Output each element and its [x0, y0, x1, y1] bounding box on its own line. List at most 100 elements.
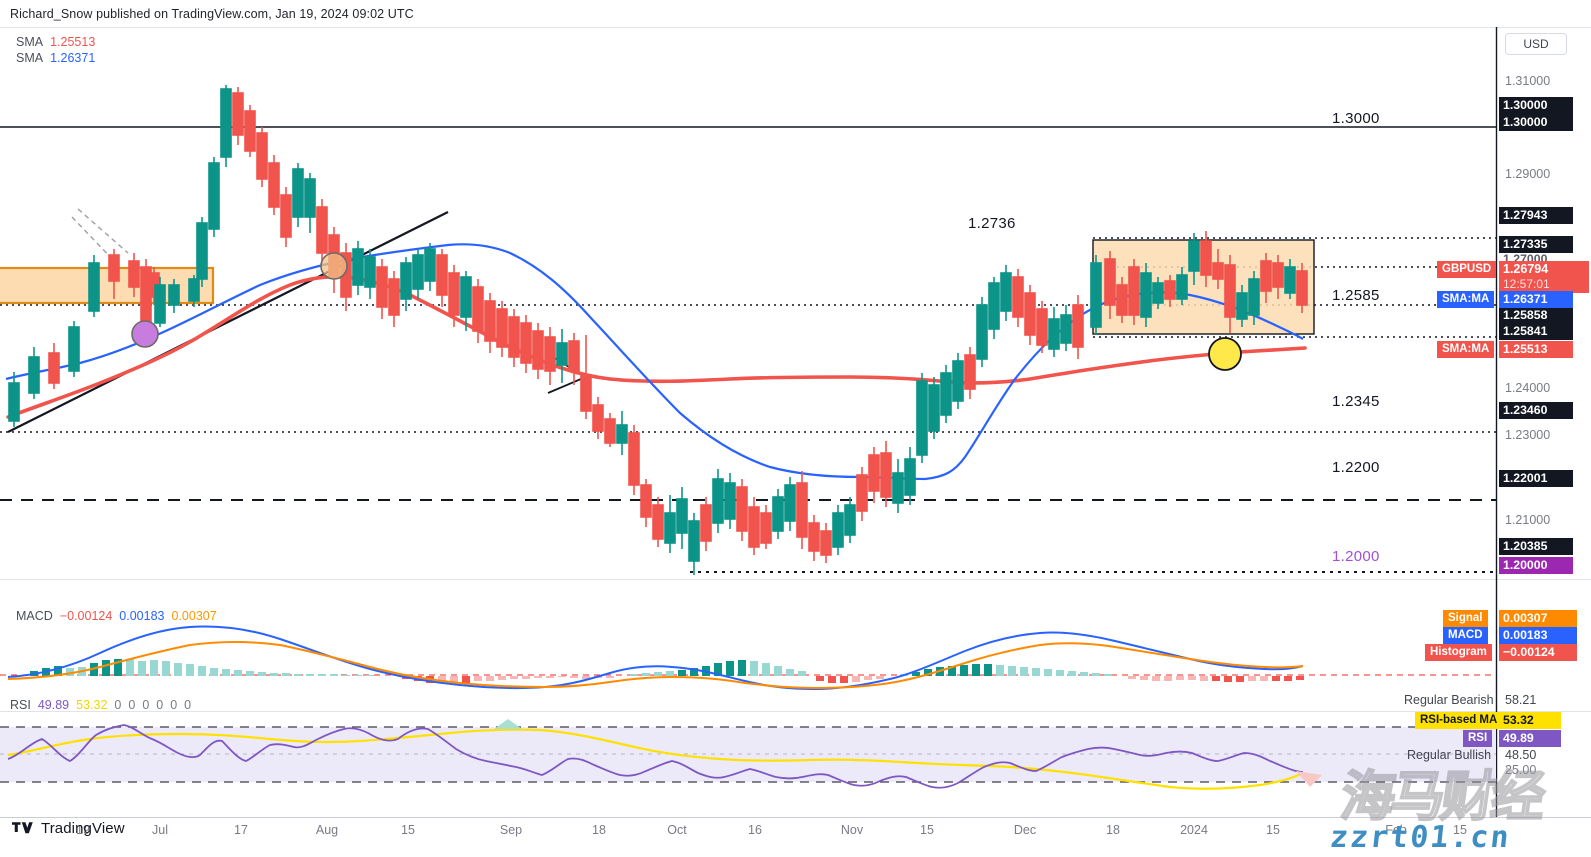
time-label-7: Oct: [667, 823, 687, 837]
rsi-tag: RSI: [1463, 730, 1493, 747]
time-label-14: 15: [1266, 823, 1280, 837]
rsi-line: [7, 724, 1304, 789]
rsi-value: 49.89: [1499, 730, 1561, 747]
axis-tick-1-29000: 1.29000: [1505, 167, 1551, 181]
currency-chip[interactable]: USD: [1505, 33, 1567, 55]
sma-ma-value-red: 1.25513: [1499, 341, 1573, 358]
time-label-0: 19: [76, 823, 90, 837]
symbol-tag-gbpusd: GBPUSD: [1437, 261, 1497, 278]
time-label-10: 15: [920, 823, 934, 837]
time-label-16: 15: [1453, 823, 1467, 837]
time-label-11: Dec: [1013, 823, 1037, 837]
time-label-3: Aug: [315, 823, 339, 837]
marker-orange-cross[interactable]: [320, 252, 348, 280]
live-quote-bubble[interactable]: 1.26794 12:57:01: [1499, 261, 1589, 293]
candlestick-series: [8, 85, 1308, 575]
axis-badge-1-27943: 1.27943: [1499, 207, 1573, 224]
annotation-1-2000: 1.2000: [1332, 548, 1380, 565]
legend-rsi-ma: 53.32: [76, 698, 108, 712]
legend-macd-hist: −0.00124: [59, 609, 113, 623]
axis-badge-1-30000-b: 1.30000: [1499, 114, 1573, 131]
macd-line-tag: MACD: [1443, 627, 1488, 644]
legend-rsi: RSI 49.89 53.32 0 0 0 0 0 0: [10, 698, 198, 712]
rsi-ma-line: [7, 728, 1304, 790]
marker-purple-cross[interactable]: [131, 320, 159, 348]
axis-badge-1-25858: 1.25858: [1499, 307, 1573, 324]
legend-macd-value: 0.00183: [119, 609, 165, 623]
annotation-1-2345: 1.2345: [1332, 393, 1380, 410]
rsi-bullish-label: Regular Bullish: [1407, 748, 1492, 762]
sma-ma-tag-blue: SMA:MA: [1437, 291, 1495, 308]
legend-rsi-zero-4: 0: [170, 698, 178, 712]
axis-badge-1-20000: 1.20000: [1499, 557, 1573, 574]
time-label-4: 15: [401, 823, 415, 837]
legend-macd-signal: 0.00307: [171, 609, 217, 623]
time-axis-divider: [0, 817, 1591, 818]
zone-box-left: [0, 266, 215, 305]
axis-badge-1-20385: 1.20385: [1499, 538, 1573, 555]
legend-sma-blue-name: SMA: [16, 51, 44, 65]
macd-signal-tag: Signal: [1443, 610, 1488, 627]
rsi-ma-value: 53.32: [1499, 712, 1561, 729]
time-label-5: Sep: [499, 823, 523, 837]
time-label-1: Jul: [152, 823, 168, 837]
trendline-rising-support: [7, 211, 449, 433]
legend-macd-name: MACD: [16, 609, 53, 623]
macd-histogram-tag: Histogram: [1425, 644, 1492, 661]
tradingview-logo-text: TradingView: [41, 820, 125, 837]
live-quote-price: 1.26794: [1503, 262, 1549, 276]
annotation-1-2736: 1.2736: [968, 215, 1016, 232]
macd-histogram: [30, 659, 1304, 683]
rsi-bearish-label: Regular Bearish: [1404, 693, 1494, 707]
axis-badge-1-30000-a: 1.30000: [1499, 97, 1573, 114]
legend-sma-red-name: SMA: [16, 35, 44, 49]
macd-signal-line: [7, 641, 1304, 690]
legend-rsi-value: 49.89: [37, 698, 70, 712]
axis-badge-1-22001: 1.22001: [1499, 470, 1573, 487]
live-quote-time: 12:57:01: [1503, 277, 1550, 291]
annotation-1-3000: 1.3000: [1332, 110, 1380, 127]
time-label-13: 2024: [1180, 823, 1208, 837]
publisher-byline: Richard_Snow published on TradingView.co…: [10, 7, 414, 21]
legend-rsi-zero-3: 0: [156, 698, 164, 712]
legend-rsi-zero-2: 0: [142, 698, 150, 712]
axis-badge-1-23460: 1.23460: [1499, 402, 1573, 419]
legend-rsi-zero-5: 0: [184, 698, 192, 712]
rsi-bullish-value: 48.50: [1505, 748, 1537, 762]
legend-sma-red: SMA 1.25513: [16, 35, 102, 49]
rsi-pane: [0, 719, 1496, 790]
legend-sma-blue-value: 1.26371: [50, 51, 96, 65]
legend-rsi-zero-0: 0: [114, 698, 122, 712]
annotation-1-2200: 1.2200: [1332, 459, 1380, 476]
tradingview-logo[interactable]: TradingView: [12, 820, 125, 837]
sma-ma-value-blue: 1.26371: [1499, 291, 1573, 308]
chart-canvas: [0, 27, 1591, 817]
macd-histogram-value: −0.00124: [1499, 644, 1577, 661]
time-label-9: Nov: [840, 823, 864, 837]
legend-sma-blue: SMA 1.26371: [16, 51, 102, 65]
marker-golden-cross[interactable]: [1208, 337, 1242, 371]
time-label-6: 18: [592, 823, 606, 837]
time-axis[interactable]: 19 Jul 17 Aug 15 Sep 18 Oct 16 Nov 15 De…: [0, 817, 1591, 846]
rsi-ma-tag: RSI-based MA: [1415, 712, 1503, 729]
axis-tick-1-23000: 1.23000: [1505, 428, 1551, 442]
axis-badge-1-25841: 1.25841: [1499, 323, 1573, 340]
time-label-8: 16: [748, 823, 762, 837]
annotation-1-2585: 1.2585: [1332, 287, 1380, 304]
macd-line: [7, 625, 1304, 691]
rsi-divergence-trough: [1296, 771, 1322, 787]
legend-rsi-name: RSI: [10, 698, 31, 712]
price-pane: [0, 85, 1496, 575]
legend-rsi-zero-1: 0: [128, 698, 136, 712]
axis-tick-1-31000: 1.31000: [1505, 74, 1551, 88]
time-label-2: 17: [234, 823, 248, 837]
axis-badge-1-27335: 1.27335: [1499, 236, 1573, 253]
legend-sma-red-value: 1.25513: [50, 35, 96, 49]
rsi-divergence-peak: [494, 719, 522, 729]
sma-ma-tag-red: SMA:MA: [1437, 341, 1495, 358]
axis-tick-1-21000: 1.21000: [1505, 513, 1551, 527]
macd-signal-value: 0.00307: [1499, 610, 1577, 627]
rsi-bearish-value: 58.21: [1505, 693, 1537, 707]
rsi-min-value: 25.00: [1505, 763, 1537, 777]
